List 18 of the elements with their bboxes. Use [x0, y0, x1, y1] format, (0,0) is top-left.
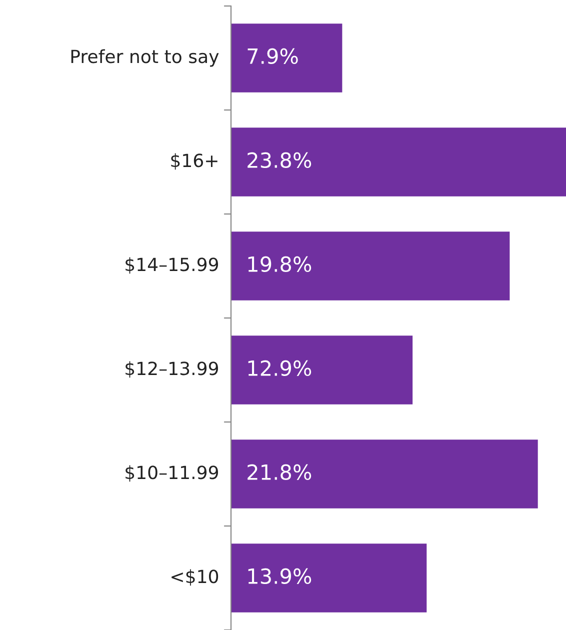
data-label: 19.8%	[248, 256, 312, 272]
y-tick-label: $14–15.99	[126, 257, 218, 274]
y-tick-label: $12–13.99	[126, 361, 218, 378]
y-tick-label: <$10	[172, 569, 218, 586]
bar	[231, 544, 427, 612]
bar	[231, 232, 510, 300]
data-label: 12.9%	[248, 360, 312, 376]
data-label: 21.8%	[248, 464, 312, 480]
y-tick-label: $10–11.99	[126, 465, 218, 482]
data-label: 7.9%	[248, 48, 298, 64]
bar	[231, 336, 413, 404]
data-label: 13.9%	[248, 568, 312, 584]
y-tick-label: Prefer not to say	[71, 49, 219, 67]
data-label: 23.8%	[248, 152, 312, 168]
bar	[231, 128, 566, 196]
bar	[231, 24, 342, 92]
bar	[231, 440, 538, 508]
y-tick-label: $16+	[171, 153, 218, 170]
